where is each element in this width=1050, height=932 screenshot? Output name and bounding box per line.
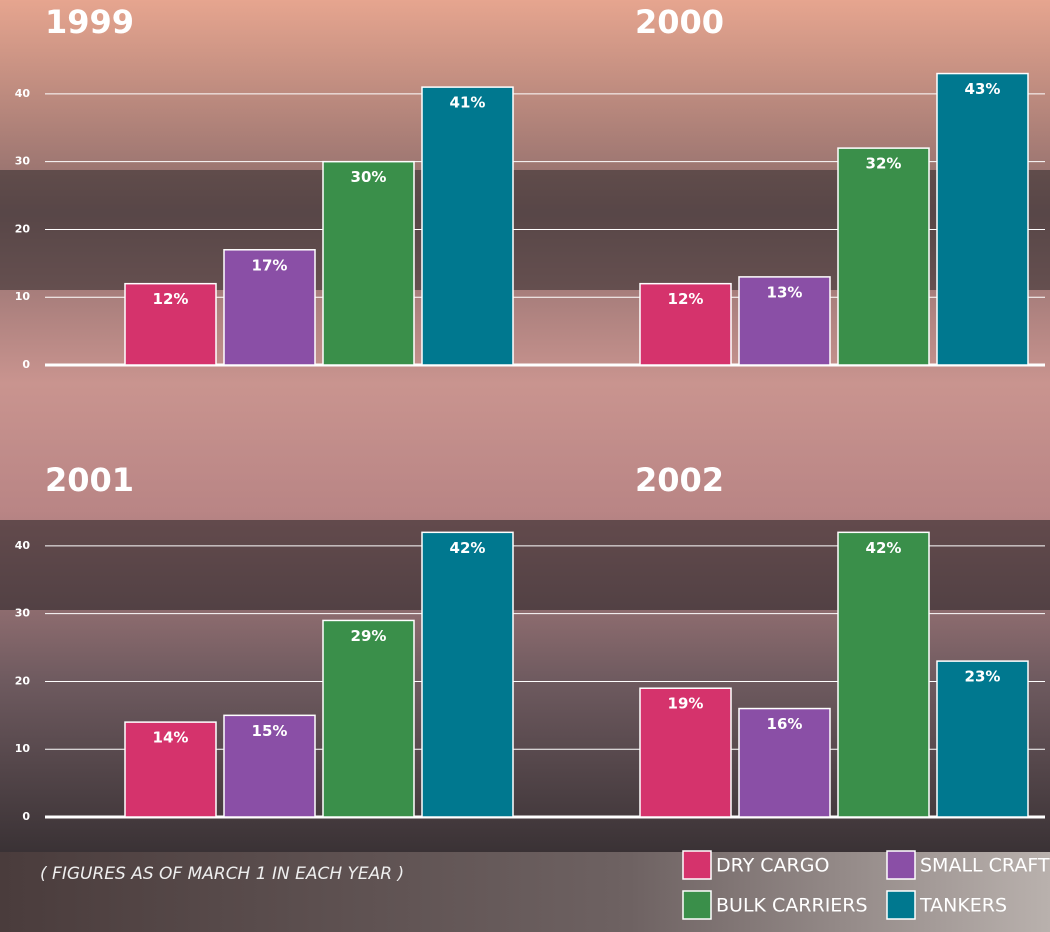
value-label: 12% bbox=[153, 290, 189, 308]
note: ( FIGURES AS OF MARCH 1 IN EACH YEAR ) bbox=[40, 864, 404, 884]
legend-swatch bbox=[887, 851, 915, 879]
legend-swatch bbox=[887, 891, 915, 919]
bar bbox=[838, 532, 929, 817]
value-label: 43% bbox=[965, 80, 1001, 98]
y-tick-label: 0 bbox=[22, 358, 30, 371]
value-label: 13% bbox=[767, 283, 803, 301]
bar bbox=[937, 74, 1028, 365]
y-tick-label: 40 bbox=[15, 539, 31, 552]
y-tick-label: 30 bbox=[15, 607, 31, 620]
chart-title: 2002 bbox=[635, 461, 724, 499]
y-tick-label: 10 bbox=[15, 290, 31, 303]
bar bbox=[323, 620, 414, 817]
value-label: 32% bbox=[866, 155, 902, 173]
bar bbox=[422, 87, 513, 365]
y-tick-label: 30 bbox=[15, 155, 31, 168]
value-label: 41% bbox=[450, 94, 486, 112]
legend-label: SMALL CRAFT bbox=[920, 855, 1050, 877]
y-tick-label: 40 bbox=[15, 87, 31, 100]
y-tick-label: 20 bbox=[15, 222, 31, 235]
legend-label: DRY CARGO bbox=[716, 855, 829, 877]
legend-swatch bbox=[683, 891, 711, 919]
value-label: 42% bbox=[866, 539, 902, 557]
chart-title: 1999 bbox=[45, 3, 134, 41]
value-label: 19% bbox=[668, 695, 704, 713]
value-label: 23% bbox=[965, 668, 1001, 686]
value-label: 16% bbox=[767, 715, 803, 733]
y-tick-label: 10 bbox=[15, 742, 31, 755]
value-label: 29% bbox=[351, 627, 387, 645]
bar bbox=[323, 162, 414, 365]
value-label: 17% bbox=[252, 256, 288, 274]
chart: ( FIGURES AS OF MARCH 1 IN EACH YEAR ) 1… bbox=[0, 0, 1050, 932]
legend-label: BULK CARRIERS bbox=[716, 895, 868, 917]
bar bbox=[838, 148, 929, 365]
value-label: 15% bbox=[252, 722, 288, 740]
chart-title: 2001 bbox=[45, 461, 134, 499]
value-label: 12% bbox=[668, 290, 704, 308]
y-tick-label: 0 bbox=[22, 810, 30, 823]
value-label: 42% bbox=[450, 539, 486, 557]
y-tick-label: 20 bbox=[15, 674, 31, 687]
value-label: 30% bbox=[351, 168, 387, 186]
legend-label: TANKERS bbox=[919, 895, 1007, 917]
value-label: 14% bbox=[153, 729, 189, 747]
bar bbox=[422, 532, 513, 817]
chart-title: 2000 bbox=[635, 3, 724, 41]
legend-swatch bbox=[683, 851, 711, 879]
